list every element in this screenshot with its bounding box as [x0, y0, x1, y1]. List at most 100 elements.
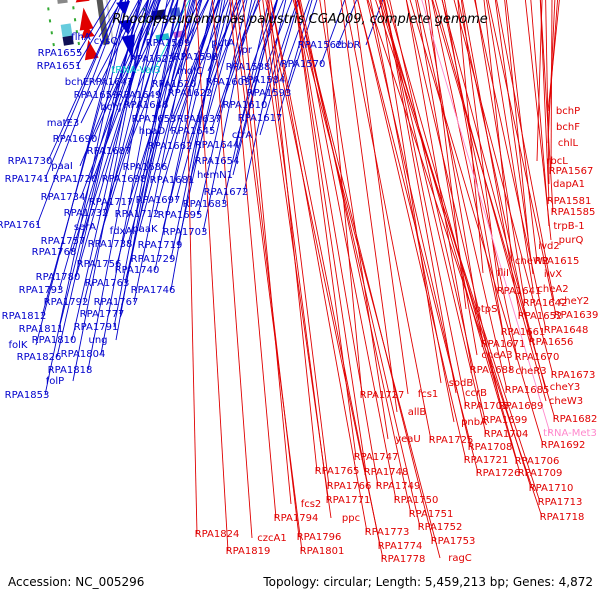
label-leader-line — [367, 0, 543, 518]
gene-label: RPA1704 — [484, 429, 529, 440]
label-leader-line — [36, 0, 123, 226]
gene-label: RPA1792 — [44, 297, 89, 308]
label-leader-line — [154, 0, 213, 271]
label-leader-line — [383, 0, 457, 394]
label-leader-line — [421, 0, 551, 434]
label-leader-line — [162, 0, 221, 230]
gene-label: RPA1648 — [544, 325, 589, 336]
gene-label: chlL — [558, 138, 579, 149]
gene-label: cheR3 — [515, 366, 546, 377]
label-leader-line — [353, 0, 409, 395]
gene-label: bchF — [556, 122, 580, 133]
gene-label: RPA1598 — [174, 52, 219, 63]
label-leader-line — [424, 0, 484, 345]
gene-label: RPA1713 — [538, 497, 583, 508]
gene-label: ung — [88, 335, 107, 346]
gene-label: RPA1672 — [204, 187, 249, 198]
gene-label: matE3 — [47, 118, 79, 129]
gene-label: RPA1706 — [515, 456, 560, 467]
gene-label: serA — [74, 222, 96, 233]
label-leader-line — [184, 0, 198, 535]
gene-label: RPA1699 — [483, 415, 528, 426]
gene-label: RPA1794 — [274, 513, 319, 524]
gene-label: bchE — [65, 77, 90, 88]
label-leader-line — [434, 0, 547, 402]
gene-label: RPA1645 — [171, 126, 216, 137]
gene-label: RPA1653 — [132, 114, 177, 125]
gene-label: RPA1646 — [124, 100, 169, 111]
gene-label: cheA2 — [537, 284, 568, 295]
footer-background — [0, 570, 600, 600]
gene-label: RPA1686 — [123, 162, 168, 173]
gene-label: RPA1765 — [315, 466, 360, 477]
gene-label: cheW2 — [515, 256, 549, 267]
gene-label: RPA1729 — [131, 254, 176, 265]
gene-label: RPA1780 — [36, 272, 81, 283]
gene-label: RPA1654 — [195, 156, 240, 167]
gene-label: RPA1656 — [529, 337, 574, 348]
gene-label: mdlC — [177, 66, 203, 77]
gene-label: RPA1651 — [37, 61, 82, 72]
gene-label: RPA1671 — [481, 339, 526, 350]
gene-label: flhA — [71, 32, 91, 43]
gene-label: fcs2 — [301, 499, 322, 510]
label-leader-line — [505, 0, 538, 262]
gene-label: RPA1610 — [223, 100, 268, 111]
gene-label: RPA1681 — [150, 175, 195, 186]
label-leader-line — [58, 0, 143, 291]
gene-label: RPA1562 — [298, 40, 343, 51]
gene-label: bchJ — [100, 102, 121, 113]
label-leader-line — [299, 0, 412, 515]
label-leader-line — [141, 0, 202, 180]
label-leader-line — [431, 0, 512, 372]
gene-label: RPA1749 — [376, 481, 421, 492]
gene-label: RPA1687 — [87, 146, 132, 157]
label-leader-lines — [35, 0, 560, 560]
label-leader-line — [380, 0, 521, 474]
label-leader-line — [432, 0, 556, 420]
label-leader-line — [530, 0, 550, 227]
gene-label: RPA1826 — [17, 352, 62, 363]
gene-label: RPA1689 — [499, 401, 544, 412]
gene-label: tRNA-Met3 — [543, 428, 597, 439]
gene-label: RPA1771 — [326, 495, 371, 506]
gene-label: RPA1732 — [64, 208, 109, 219]
label-leader-line — [113, 0, 178, 328]
gene-label: RPA1697 — [136, 195, 181, 206]
label-leader-line — [370, 0, 455, 423]
label-leader-line — [56, 0, 140, 358]
gene-label: RPA1652 — [518, 311, 563, 322]
label-leader-line — [460, 0, 500, 292]
gene-label: RPA1766 — [327, 481, 372, 492]
gene-label: RPA1767 — [94, 297, 139, 308]
gene-label: fcs1 — [418, 389, 439, 400]
gene-label: putA — [211, 38, 235, 49]
label-leader-line — [405, 0, 502, 407]
gene-label: RPA1726 — [476, 468, 521, 479]
gene-label: RPA1659 — [74, 90, 119, 101]
label-leader-line — [72, 0, 149, 382]
map-title: Rhodopseudomonas palustris CGA009, compl… — [112, 12, 488, 27]
gene-label: RPA1593 — [247, 88, 292, 99]
gene-label: RPA1622 — [168, 88, 213, 99]
gene-label: folP — [46, 376, 64, 387]
gene-label: purQ — [559, 235, 584, 246]
gene-label: trpB-1 — [553, 221, 584, 232]
label-leader-line — [268, 0, 330, 487]
gene-label: RPA1690 — [53, 134, 98, 145]
gene-label: RPA1644 — [195, 140, 240, 151]
gene-label: hpaD — [139, 126, 166, 137]
label-leader-line — [357, 0, 467, 461]
gene-label: RPA1774 — [378, 541, 423, 552]
gene-label: RPA1670 — [515, 352, 560, 363]
label-leader-line — [496, 0, 555, 302]
label-leader-line — [177, 0, 233, 246]
reverse-gene-arrow — [79, 7, 94, 31]
gene-label: RPA1570 — [281, 59, 326, 70]
gene-label: RPA1804 — [61, 349, 106, 360]
gene-label: bchP — [556, 106, 580, 117]
label-leader-line — [262, 0, 329, 501]
gene-label: RPA1682 — [553, 414, 598, 425]
